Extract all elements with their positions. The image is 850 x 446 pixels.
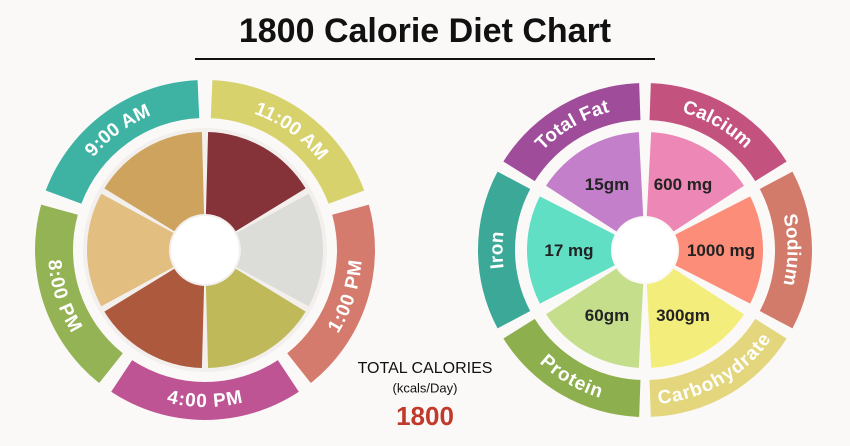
nutrient-amount-box: 300gm (656, 306, 710, 326)
time-segment (210, 80, 365, 204)
nutrient-amount: 600 mg (653, 174, 713, 194)
food-photo (205, 132, 306, 232)
total-value: 1800 (396, 401, 454, 431)
time-segment (34, 204, 123, 384)
nutrient-amount: 17 mg (544, 240, 594, 260)
nutrient-name: Iron (486, 230, 508, 270)
nutrient-wheel (478, 83, 813, 417)
nutrient-amount-box: 60gm (584, 306, 630, 326)
nutrient-wedge (646, 268, 744, 368)
nutrient-amount: 300gm (656, 306, 710, 326)
time-segment (45, 80, 200, 204)
nutrient-amount: 1000 mg (686, 240, 756, 260)
total-unit: (kcals/Day) (392, 380, 457, 395)
nutrient-wedge (527, 196, 615, 304)
food-photo (104, 132, 205, 232)
nutrient-segment (503, 83, 641, 182)
time-segment (287, 204, 375, 384)
nutrient-segment (478, 171, 531, 329)
schedule-wheel (34, 80, 375, 420)
food-photo (205, 268, 306, 368)
food-photo (104, 268, 205, 368)
nutrient-wedge (546, 268, 644, 368)
nutrient-segment (759, 171, 813, 329)
nutrient-name-text: Iron (486, 230, 508, 270)
wheel-hub (171, 216, 239, 284)
nutrient-wedge (646, 132, 744, 232)
food-photo (236, 193, 323, 307)
title: 1800 Calorie Diet Chart (239, 12, 611, 50)
nutrient-amount-box: 600 mg (653, 174, 713, 194)
nutrient-wedge (675, 196, 764, 304)
nutrient-wedge (546, 132, 644, 232)
wheel-hub (613, 218, 677, 282)
nutrient-segment (503, 318, 641, 417)
nutrient-segment (649, 83, 787, 182)
time-segment (111, 360, 299, 420)
nutrient-segment (649, 318, 787, 417)
nutrient-amount-box: 15gm (584, 174, 630, 194)
nutrient-amount: 60gm (584, 306, 630, 326)
nutrient-amount-box: 17 mg (544, 240, 594, 260)
total-label: TOTAL CALORIES (358, 360, 493, 377)
nutrient-amount-box: 1000 mg (686, 240, 756, 260)
food-photo (86, 193, 174, 307)
nutrient-amount: 15gm (584, 174, 630, 194)
